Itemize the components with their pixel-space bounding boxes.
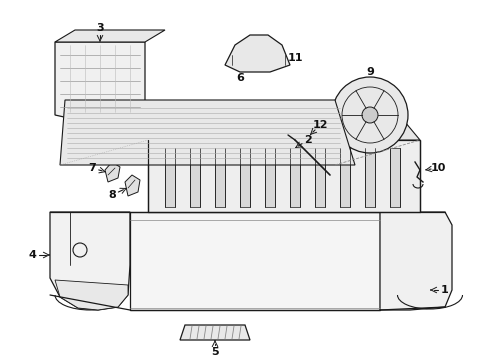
Polygon shape xyxy=(105,162,120,182)
Text: 1: 1 xyxy=(441,285,449,295)
Polygon shape xyxy=(240,148,250,207)
Circle shape xyxy=(362,107,378,123)
Polygon shape xyxy=(50,212,130,310)
Polygon shape xyxy=(125,175,140,196)
Text: 3: 3 xyxy=(96,23,104,33)
Text: 4: 4 xyxy=(28,250,36,260)
Polygon shape xyxy=(130,212,380,310)
Text: 5: 5 xyxy=(211,347,219,357)
Polygon shape xyxy=(380,212,452,310)
Polygon shape xyxy=(290,148,300,207)
Polygon shape xyxy=(165,148,175,207)
Polygon shape xyxy=(55,280,128,310)
Text: 7: 7 xyxy=(88,163,96,173)
Circle shape xyxy=(332,77,408,153)
Text: 11: 11 xyxy=(287,53,303,63)
Polygon shape xyxy=(60,100,355,165)
Text: 2: 2 xyxy=(304,135,312,145)
Polygon shape xyxy=(148,140,420,212)
Text: 6: 6 xyxy=(236,73,244,83)
Polygon shape xyxy=(55,42,145,125)
Polygon shape xyxy=(340,148,350,207)
Polygon shape xyxy=(225,35,290,72)
Text: 10: 10 xyxy=(430,163,446,173)
Text: 8: 8 xyxy=(108,190,116,200)
Polygon shape xyxy=(315,148,325,207)
Polygon shape xyxy=(390,148,400,207)
Polygon shape xyxy=(148,122,420,140)
Text: 9: 9 xyxy=(366,67,374,77)
Polygon shape xyxy=(180,325,250,340)
Polygon shape xyxy=(215,148,225,207)
Polygon shape xyxy=(365,148,375,207)
Polygon shape xyxy=(190,148,200,207)
Polygon shape xyxy=(55,30,165,42)
Polygon shape xyxy=(265,148,275,207)
Text: 12: 12 xyxy=(312,120,328,130)
